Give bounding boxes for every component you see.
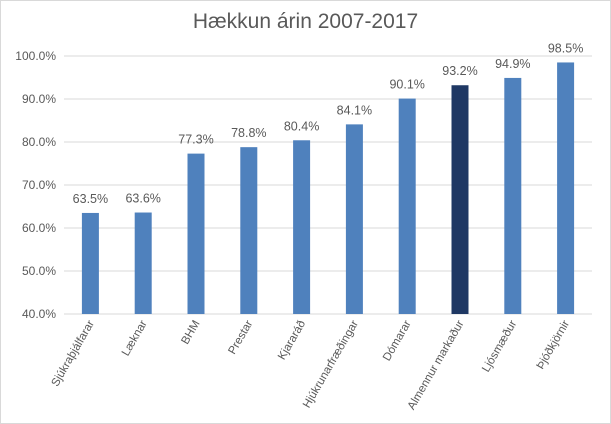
bar [240, 147, 258, 314]
x-tick-label: Almennur markaður [406, 318, 467, 412]
y-tick-label: 70.0% [22, 178, 56, 192]
y-tick-label: 40.0% [22, 307, 56, 321]
bar [187, 153, 205, 314]
x-tick-label: Prestar [226, 318, 255, 356]
value-label: 94.9% [495, 57, 530, 71]
y-tick-label: 100.0% [15, 49, 56, 63]
value-labels: 63.5% 63.6% 77.3% 78.8% 80.4% 84.1% 90.1% 93.2%… [73, 41, 584, 206]
bar [293, 140, 311, 314]
x-tick-label: Þjóðkjörnir [535, 318, 573, 371]
x-tick-label: Læknar [120, 318, 150, 358]
y-axis: 40.0% 50.0% 60.0% 70.0% 80.0% 90.0% 100.0% [15, 49, 56, 321]
bar [557, 62, 575, 315]
y-tick-label: 50.0% [22, 264, 56, 278]
x-tick-label: Hjúkrunarfræðingar [301, 318, 361, 410]
x-tick-label: Kjararáð [276, 319, 308, 363]
value-label: 63.5% [73, 192, 108, 206]
x-tick-label: Dómarar [381, 318, 414, 363]
y-tick-label: 80.0% [22, 135, 56, 149]
bar [345, 124, 363, 315]
bar [504, 77, 522, 315]
value-label: 78.8% [231, 126, 266, 140]
bar [451, 85, 469, 315]
y-tick-label: 60.0% [22, 221, 56, 235]
value-label: 63.6% [125, 192, 160, 206]
value-label: 93.2% [442, 64, 477, 78]
value-label: 77.3% [178, 133, 213, 147]
y-tick-label: 90.0% [22, 92, 56, 106]
value-label: 84.1% [337, 103, 372, 117]
value-label: 80.4% [284, 119, 319, 133]
x-tick-label: Sjúkraþjálfarar [50, 318, 98, 388]
bar [398, 98, 416, 314]
bar [134, 212, 152, 314]
bar [81, 212, 99, 314]
value-label: 98.5% [548, 41, 583, 55]
gridlines [64, 55, 592, 315]
x-axis: Sjúkraþjálfarar Læknar BHM Prestar KjararáðH… [50, 318, 573, 412]
bars [81, 62, 575, 315]
value-label: 90.1% [389, 78, 424, 92]
x-tick-label: Ljósmæður [480, 318, 519, 374]
x-tick-label: BHM [179, 319, 202, 347]
chart-title: Hækkun árin 2007-2017 [192, 10, 419, 33]
